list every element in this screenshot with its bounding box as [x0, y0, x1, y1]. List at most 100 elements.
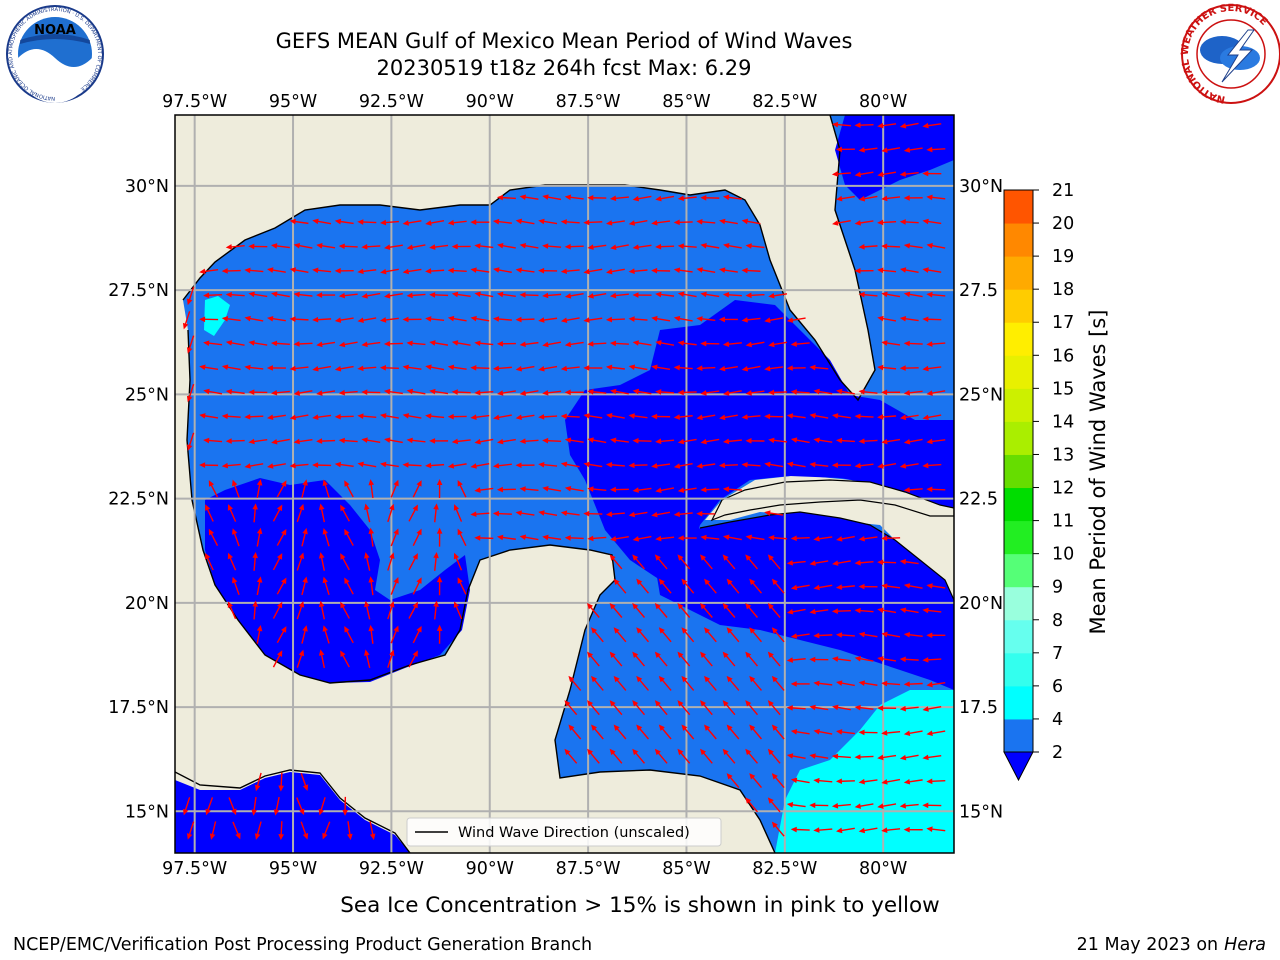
wind-arrow	[296, 649, 305, 668]
wind-arrow	[433, 600, 439, 620]
wind-arrow	[408, 553, 418, 571]
wind-arrow	[786, 608, 806, 615]
wind-arrow	[221, 316, 241, 322]
wind-arrow	[922, 414, 942, 421]
wind-arrow	[719, 267, 738, 273]
wind-arrow	[361, 341, 381, 348]
wind-arrow	[700, 340, 720, 347]
wind-arrow	[492, 218, 512, 225]
wind-arrow	[922, 267, 942, 273]
wind-arrow	[719, 218, 738, 225]
wind-arrow	[813, 777, 833, 784]
wind-arrow	[696, 219, 716, 225]
wind-arrow	[858, 438, 878, 444]
wind-arrow	[881, 778, 901, 785]
wind-arrow	[813, 437, 833, 443]
wind-arrow	[858, 389, 878, 395]
wind-arrow	[402, 220, 422, 226]
wind-arrow	[564, 194, 584, 201]
colorbar-tick-label: 6	[1052, 677, 1063, 697]
wind-arrow	[722, 194, 742, 201]
wind-arrow	[606, 268, 625, 275]
wind-arrow	[387, 503, 395, 523]
wind-arrow	[877, 463, 897, 469]
wind-arrow	[768, 293, 788, 299]
wind-arrow	[387, 552, 395, 571]
wind-arrow	[899, 414, 919, 421]
wind-arrow	[632, 244, 652, 250]
coastline-mexico	[186, 329, 776, 853]
wind-arrow	[700, 486, 720, 493]
wind-arrow	[854, 171, 874, 178]
wind-arrow	[790, 584, 810, 591]
wind-arrow	[447, 364, 467, 371]
wind-arrow	[406, 340, 426, 347]
wind-arrow	[877, 705, 897, 711]
wind-arrow	[451, 389, 471, 395]
wind-arrow	[272, 553, 283, 571]
colorbar-tick-label: 15	[1052, 379, 1074, 399]
wind-arrow	[745, 748, 759, 764]
wind-arrow	[809, 461, 829, 468]
wind-arrow	[425, 462, 445, 469]
wind-arrow	[926, 730, 946, 737]
wind-arrow	[587, 486, 607, 492]
wind-arrow	[926, 291, 946, 298]
wind-arrow	[470, 267, 490, 273]
wind-arrow	[496, 486, 516, 493]
wind-arrow	[587, 437, 607, 444]
wind-arrow	[854, 754, 874, 760]
wind-arrow	[199, 462, 219, 468]
noaa-logo-text: NOAA	[34, 23, 76, 38]
wind-arrow	[658, 675, 672, 691]
wind-arrow	[390, 576, 399, 595]
wind-arrow	[628, 462, 648, 469]
wind-arrow	[199, 268, 219, 275]
colorbar-tick-label: 14	[1052, 412, 1074, 432]
x-tick-label-bottom: 92.5°W	[359, 859, 424, 879]
wind-arrow	[312, 365, 332, 372]
wind-arrow	[344, 577, 354, 595]
wind-arrow	[786, 461, 806, 468]
wind-arrow	[767, 797, 781, 813]
wind-arrow	[369, 821, 376, 840]
wind-arrow	[655, 389, 675, 395]
wind-arrow	[244, 414, 264, 420]
wind-arrow	[655, 195, 675, 202]
wind-arrow	[276, 577, 287, 595]
wind-arrow	[813, 680, 833, 687]
wind-arrow	[429, 340, 449, 346]
wind-arrow	[289, 414, 309, 421]
wind-arrow	[673, 315, 693, 322]
wind-arrow	[276, 480, 287, 498]
wind-arrow	[854, 462, 874, 469]
wind-arrow	[704, 675, 717, 691]
wind-arrow	[899, 365, 919, 371]
wind-arrow	[519, 438, 539, 445]
wind-arrow	[749, 724, 763, 740]
wind-arrow	[515, 414, 535, 421]
wind-arrow	[519, 390, 539, 396]
wind-arrow	[564, 389, 584, 396]
wind-arrow	[334, 461, 354, 468]
wind-arrow	[681, 578, 695, 594]
wind-arrow	[289, 267, 309, 273]
colorbar-tick-label: 21	[1052, 181, 1074, 201]
wind-arrow	[583, 268, 603, 275]
wind-arrow	[293, 242, 313, 249]
coastline-gulf	[182, 115, 876, 402]
wind-arrow	[364, 552, 371, 571]
wind-arrow	[470, 414, 490, 420]
wind-arrow	[248, 438, 268, 445]
wind-arrow	[926, 486, 946, 493]
wind-arrow	[383, 341, 403, 347]
wind-arrow	[519, 242, 539, 249]
wind-arrow	[877, 414, 897, 420]
y-tick-label-left: 15°N	[125, 802, 169, 822]
wind-arrow	[696, 510, 716, 517]
wind-arrow	[768, 534, 788, 541]
wind-arrow	[658, 724, 672, 740]
wind-arrow	[357, 219, 377, 225]
wind-arrow	[632, 437, 652, 444]
wind-arrow	[203, 437, 223, 444]
